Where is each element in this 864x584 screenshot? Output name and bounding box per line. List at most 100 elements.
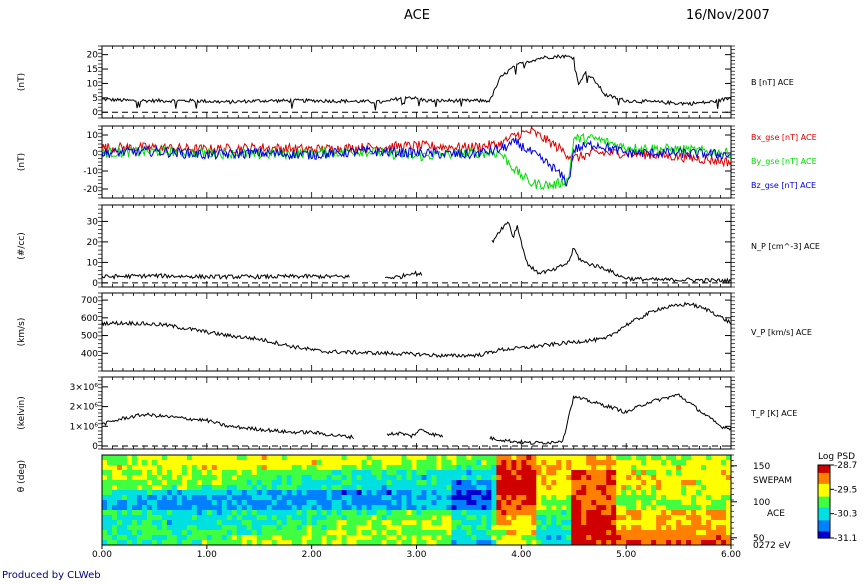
heatmap-cell	[486, 510, 492, 516]
heatmap-cell	[701, 490, 707, 496]
heatmap-cell	[461, 505, 467, 511]
heatmap-cell	[406, 460, 413, 466]
heatmap-cell	[501, 535, 507, 541]
heatmap-cell	[236, 490, 243, 496]
heatmap-cell	[241, 510, 248, 516]
heatmap-cell	[576, 530, 582, 536]
heatmap-cell	[126, 530, 133, 536]
heatmap-cell	[151, 470, 158, 476]
heatmap-cell	[246, 475, 253, 481]
heatmap-cell	[516, 515, 522, 521]
heatmap-cell	[686, 505, 692, 511]
heatmap-cell	[646, 455, 652, 461]
colorbar-segment	[818, 514, 830, 517]
heatmap-cell	[251, 535, 258, 541]
heatmap-cell	[191, 520, 198, 526]
heatmap-cell	[291, 525, 298, 531]
heatmap-cell	[581, 515, 587, 521]
heatmap-cell	[311, 525, 318, 531]
heatmap-cell	[416, 530, 422, 536]
heatmap-cell	[446, 520, 452, 526]
heatmap-cell	[566, 510, 572, 516]
heatmap-cell	[436, 485, 442, 491]
heatmap-cell	[316, 520, 323, 526]
heatmap-cell	[196, 485, 203, 491]
heatmap-cell	[621, 540, 627, 546]
heatmap-cell	[261, 525, 268, 531]
heatmap-cell	[301, 490, 308, 496]
heatmap-cell	[496, 485, 502, 491]
heatmap-cell	[636, 505, 642, 511]
colorbar-segment	[818, 497, 830, 501]
heatmap-cell	[671, 500, 677, 506]
heatmap-cell	[436, 495, 442, 501]
heatmap-cell	[261, 465, 268, 471]
heatmap-cell	[636, 500, 642, 506]
heatmap-cell	[161, 470, 168, 476]
heatmap-cell	[626, 535, 632, 541]
heatmap-cell	[291, 520, 298, 526]
heatmap-cell	[696, 460, 702, 466]
heatmap-cell	[586, 530, 592, 536]
heatmap-cell	[661, 460, 667, 466]
heatmap-cell	[501, 495, 507, 501]
heatmap-cell	[141, 470, 148, 476]
heatmap-cell	[281, 480, 288, 486]
heatmap-cell	[366, 535, 373, 541]
heatmap-cell	[266, 500, 273, 506]
heatmap-cell	[126, 465, 133, 471]
heatmap-cell	[141, 520, 148, 526]
heatmap-cell	[221, 505, 228, 511]
x-tick-label: 6.00	[721, 550, 741, 560]
heatmap-cell	[576, 470, 582, 476]
heatmap-cell	[326, 520, 333, 526]
heatmap-cell	[586, 520, 592, 526]
heatmap-cell	[171, 540, 178, 546]
heatmap-cell	[511, 465, 517, 471]
heatmap-cell	[171, 490, 178, 496]
heatmap-cell	[321, 520, 328, 526]
heatmap-cell	[596, 515, 602, 521]
y-axis-label: (#/cc)	[17, 232, 27, 260]
heatmap-cell	[401, 465, 408, 471]
heatmap-cell	[706, 520, 712, 526]
heatmap-cell	[341, 485, 348, 491]
heatmap-cell	[666, 485, 672, 491]
heatmap-cell	[471, 480, 477, 486]
heatmap-cell	[306, 470, 313, 476]
heatmap-cell	[686, 465, 692, 471]
heatmap-cell	[601, 495, 607, 501]
heatmap-cell	[341, 520, 348, 526]
heatmap-cell	[451, 460, 457, 466]
heatmap-cell	[411, 540, 417, 546]
heatmap-cell	[701, 520, 707, 526]
heatmap-cell	[341, 500, 348, 506]
heatmap-cell	[606, 520, 612, 526]
heatmap-cell	[626, 455, 632, 461]
y-tick-label: 10	[87, 79, 99, 89]
heatmap-cell	[541, 495, 547, 501]
heatmap-cell	[436, 480, 442, 486]
heatmap-cell	[426, 480, 432, 486]
heatmap-cell	[361, 540, 368, 546]
heatmap-cell	[271, 540, 278, 546]
heatmap-cell	[356, 480, 363, 486]
heatmap-cell	[631, 485, 637, 491]
heatmap-cell	[371, 520, 378, 526]
heatmap-cell	[441, 530, 447, 536]
heatmap-cell	[236, 510, 243, 516]
heatmap-cell	[426, 520, 432, 526]
heatmap-cell	[661, 505, 667, 511]
heatmap-cell	[136, 500, 143, 506]
heatmap-cell	[626, 460, 632, 466]
heatmap-cell	[401, 480, 408, 486]
heatmap-cell	[681, 530, 687, 536]
heatmap-cell	[601, 540, 607, 546]
heatmap-cell	[131, 500, 138, 506]
heatmap-cell	[626, 475, 632, 481]
heatmap-cell	[121, 460, 128, 466]
heatmap-cell	[661, 515, 667, 521]
heatmap-cell	[551, 530, 557, 536]
colorbar-segment	[818, 488, 830, 492]
heatmap-cell	[706, 455, 712, 461]
